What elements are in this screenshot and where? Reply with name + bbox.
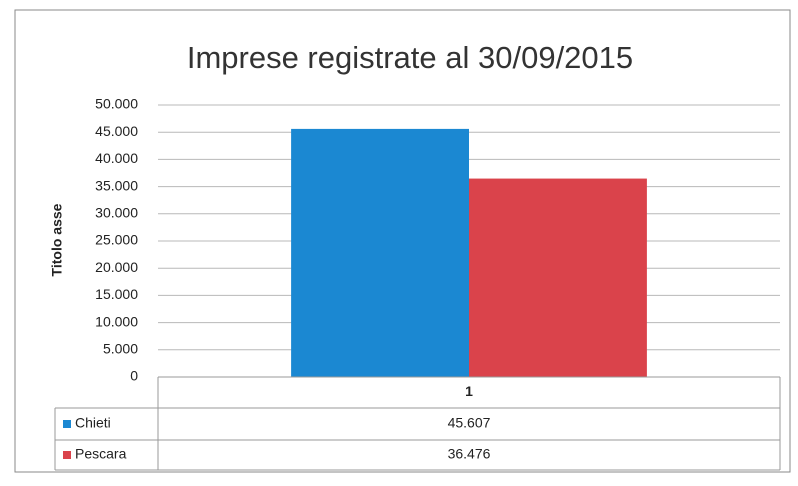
y-tick-label: 30.000 xyxy=(95,205,138,221)
bar xyxy=(291,128,469,377)
y-tick-label: 20.000 xyxy=(95,259,138,275)
legend-label: Chieti xyxy=(75,415,111,431)
chart-title: Imprese registrate al 30/09/2015 xyxy=(187,40,633,75)
y-tick-label: 25.000 xyxy=(95,232,138,248)
table-value: 45.607 xyxy=(448,415,491,431)
table-value: 36.476 xyxy=(448,446,491,462)
y-tick-label: 45.000 xyxy=(95,123,138,139)
y-tick-label: 15.000 xyxy=(95,286,138,302)
x-tick-label: 1 xyxy=(465,383,473,399)
y-tick-label: 40.000 xyxy=(95,150,138,166)
y-tick-label: 35.000 xyxy=(95,177,138,193)
y-tick-label: 50.000 xyxy=(95,96,138,112)
y-tick-label: 5.000 xyxy=(103,341,138,357)
y-tick-label: 10.000 xyxy=(95,313,138,329)
legend-key xyxy=(63,451,71,459)
bar xyxy=(469,178,647,377)
y-tick-label: 0 xyxy=(130,368,138,384)
legend-label: Pescara xyxy=(75,446,127,462)
y-axis-label: Titolo asse xyxy=(49,203,65,276)
legend-key xyxy=(63,420,71,428)
